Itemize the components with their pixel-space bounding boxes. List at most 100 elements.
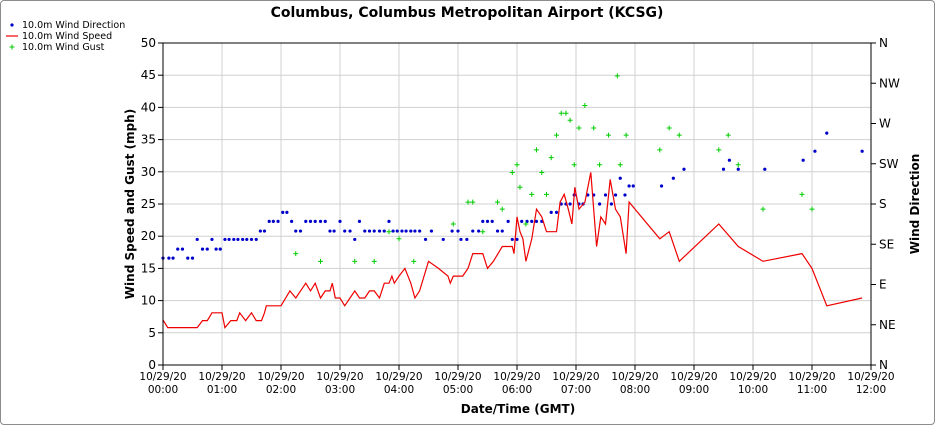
wind-direction-point bbox=[721, 167, 726, 171]
wind-gust-point bbox=[716, 147, 722, 153]
wind-direction-point bbox=[382, 229, 386, 233]
y2-tick-label: N bbox=[879, 358, 888, 372]
x-tick-time: 00:00 bbox=[148, 384, 178, 396]
wind-gust-point bbox=[760, 206, 766, 212]
wind-direction-point bbox=[200, 247, 205, 251]
wind-direction-point bbox=[520, 219, 524, 223]
x-tick-time: 10:00 bbox=[738, 384, 768, 396]
wind-direction-point bbox=[372, 229, 376, 233]
wind-direction-point bbox=[515, 237, 519, 242]
wind-gust-point bbox=[725, 132, 731, 138]
wind-direction-point bbox=[598, 202, 602, 206]
wind-direction-point bbox=[825, 131, 829, 135]
wind-direction-point bbox=[308, 219, 313, 223]
wind-direction-point bbox=[218, 247, 222, 251]
x-tick-date: 10/29/20 bbox=[493, 371, 540, 383]
wind-gust-point bbox=[548, 155, 554, 161]
wind-direction-point bbox=[400, 229, 404, 233]
wind-direction-point bbox=[530, 219, 534, 223]
wind-gust-point bbox=[293, 251, 299, 257]
wind-direction-point bbox=[568, 202, 572, 206]
wind-gust-point bbox=[617, 162, 623, 168]
wind-direction-point bbox=[214, 247, 218, 251]
wind-gust-point bbox=[533, 147, 539, 153]
wind-direction-point bbox=[727, 158, 732, 162]
x-tick-date: 10/29/20 bbox=[257, 371, 304, 383]
legend-dot-marker bbox=[10, 23, 14, 27]
wind-gust-point bbox=[558, 110, 564, 116]
wind-direction-point bbox=[736, 167, 740, 171]
y-tick-label: 20 bbox=[141, 229, 156, 243]
wind-direction-point bbox=[860, 149, 864, 153]
wind-gust-point bbox=[735, 162, 741, 168]
y-tick-label: 0 bbox=[148, 358, 156, 372]
x-tick-date: 10/29/20 bbox=[434, 371, 481, 383]
y2-tick-label: NE bbox=[879, 318, 896, 332]
wind-direction-point bbox=[267, 219, 271, 223]
x-tick-date: 10/29/20 bbox=[729, 371, 776, 383]
y-tick-label: 45 bbox=[141, 68, 156, 82]
wind-gust-point bbox=[605, 132, 611, 138]
wind-direction-point bbox=[627, 184, 631, 188]
wind-gust-point bbox=[567, 117, 573, 123]
wind-direction-point bbox=[227, 237, 231, 242]
x-tick-date: 10/29/20 bbox=[611, 371, 658, 383]
wind-direction-point bbox=[377, 229, 382, 233]
wind-gust-point bbox=[666, 125, 672, 131]
wind-gust-point bbox=[529, 191, 535, 197]
wind-gust-point bbox=[509, 169, 515, 175]
x-tick-date: 10/29/20 bbox=[847, 371, 894, 383]
wind-gust-point bbox=[465, 199, 471, 205]
wind-gust-point bbox=[576, 125, 582, 131]
wind-gust-point bbox=[544, 191, 549, 197]
wind-gust-point bbox=[411, 258, 417, 264]
wind-gust-point bbox=[563, 110, 569, 116]
wind-direction-point bbox=[348, 229, 352, 233]
wind-gust-point bbox=[676, 132, 682, 138]
wind-direction-point bbox=[236, 237, 240, 242]
x-tick-time: 03:00 bbox=[325, 384, 355, 396]
wind-direction-point bbox=[195, 237, 199, 242]
y2-tick-label: N bbox=[879, 36, 888, 50]
wind-direction-point bbox=[387, 219, 391, 223]
wind-direction-point bbox=[294, 229, 298, 233]
y-tick-label: 30 bbox=[141, 165, 156, 179]
plot-border bbox=[162, 42, 872, 366]
wind-direction-point bbox=[298, 229, 303, 233]
y2-axis-title: Wind Direction bbox=[908, 154, 922, 255]
wind-direction-point bbox=[510, 237, 514, 242]
wind-speed-line bbox=[162, 172, 863, 329]
wind-direction-point bbox=[262, 229, 267, 233]
wind-direction-point bbox=[176, 247, 180, 251]
wind-direction-point bbox=[413, 229, 417, 233]
y2-tick-label: SE bbox=[879, 237, 894, 251]
wind-direction-point bbox=[485, 219, 490, 223]
wind-direction-point bbox=[186, 256, 190, 260]
wind-direction-point bbox=[281, 210, 285, 214]
y-tick-label: 40 bbox=[141, 100, 156, 114]
wind-direction-point bbox=[441, 237, 445, 242]
wind-direction-point bbox=[465, 237, 469, 242]
legend-plus-marker bbox=[9, 44, 15, 50]
axes: 05101520253035404550NNEESESSWWNWN10/29/2… bbox=[139, 36, 900, 396]
y-tick-label: 35 bbox=[141, 133, 156, 147]
y-tick-label: 15 bbox=[141, 261, 156, 275]
wind-direction-point bbox=[328, 229, 332, 233]
wind-direction-point bbox=[506, 219, 510, 223]
wind-direction-point bbox=[343, 229, 347, 233]
wind-gust-point bbox=[517, 184, 523, 190]
wind-direction-point bbox=[190, 256, 195, 260]
wind-direction-point bbox=[210, 237, 214, 242]
wind-direction-point bbox=[813, 149, 817, 153]
wind-direction-point bbox=[318, 219, 323, 223]
wind-direction-point bbox=[357, 219, 362, 223]
wind-gust-point bbox=[614, 73, 620, 79]
wind-gust-point bbox=[799, 191, 805, 197]
x-tick-time: 02:00 bbox=[266, 384, 296, 396]
wind-direction-point bbox=[276, 219, 280, 223]
wind-direction-point bbox=[180, 247, 185, 251]
legend-label: 10.0m Wind Direction bbox=[22, 20, 125, 31]
wind-gust-point bbox=[495, 199, 501, 205]
wind-direction-point bbox=[367, 229, 372, 233]
